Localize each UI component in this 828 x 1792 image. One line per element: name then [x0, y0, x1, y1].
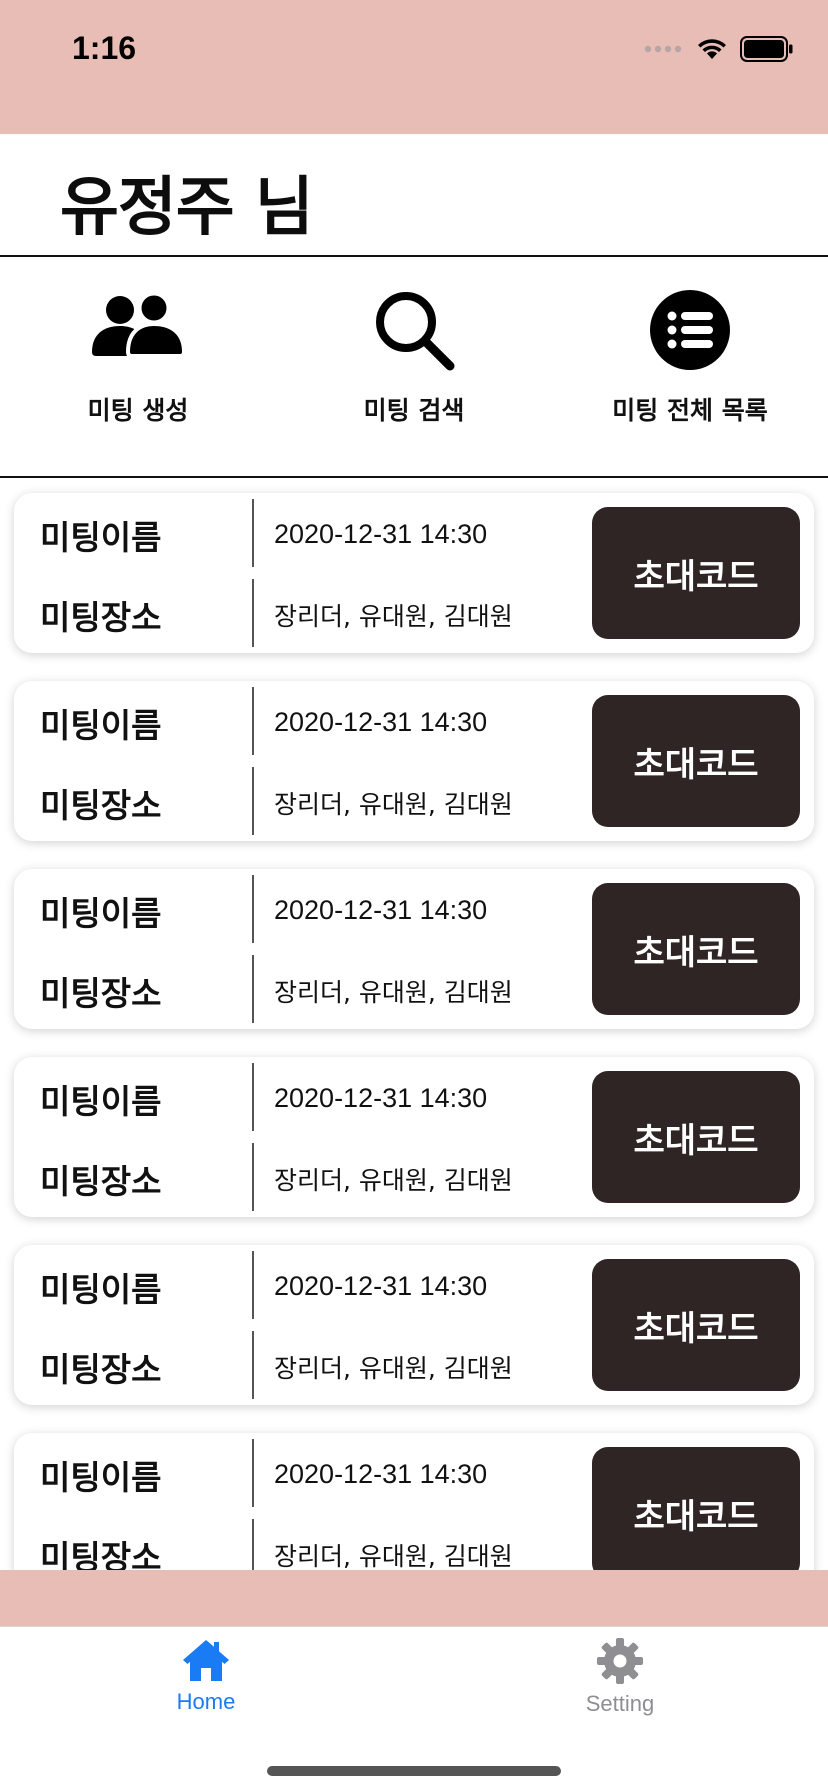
meeting-members: 장리더, 유대원, 김대원 — [274, 602, 513, 631]
divider — [252, 875, 254, 943]
invite-code-button[interactable]: 초대코드 — [592, 507, 800, 639]
tab-home[interactable]: Home — [106, 1637, 306, 1715]
all-meetings-button[interactable]: 미팅 전체 목록 — [552, 257, 828, 476]
create-meeting-button[interactable]: 미팅 생성 — [0, 257, 276, 476]
meeting-name-label: 미팅이름 — [40, 894, 162, 933]
meeting-card[interactable]: 미팅이름 미팅장소 2020-12-31 14:30 장리더, 유대원, 김대원… — [14, 1433, 814, 1570]
divider — [252, 1143, 254, 1211]
create-meeting-label: 미팅 생성 — [87, 396, 189, 425]
list-icon — [650, 290, 730, 370]
meeting-list[interactable]: 미팅이름 미팅장소 2020-12-31 14:30 장리더, 유대원, 김대원… — [0, 480, 828, 1570]
divider — [252, 1331, 254, 1399]
greeting-header: 유정주 님 — [0, 134, 828, 257]
invite-code-button[interactable]: 초대코드 — [592, 883, 800, 1015]
meeting-name-label: 미팅이름 — [40, 1270, 162, 1309]
invite-code-button[interactable]: 초대코드 — [592, 1071, 800, 1203]
status-bar: 1:16 — [0, 0, 828, 134]
meeting-card[interactable]: 미팅이름 미팅장소 2020-12-31 14:30 장리더, 유대원, 김대원… — [14, 1245, 814, 1405]
meeting-place-label: 미팅장소 — [40, 1538, 162, 1570]
tab-home-label: Home — [176, 1689, 236, 1714]
home-indicator — [267, 1766, 561, 1776]
divider — [252, 1251, 254, 1319]
meeting-card[interactable]: 미팅이름 미팅장소 2020-12-31 14:30 장리더, 유대원, 김대원… — [14, 493, 814, 653]
invite-code-button[interactable]: 초대코드 — [592, 1447, 800, 1570]
action-row: 미팅 생성 미팅 검색 미팅 전체 목록 — [0, 257, 828, 478]
divider — [252, 687, 254, 755]
meeting-members: 장리더, 유대원, 김대원 — [274, 1166, 513, 1195]
divider — [252, 579, 254, 647]
meeting-datetime: 2020-12-31 14:30 — [274, 1083, 488, 1113]
meeting-name-label: 미팅이름 — [40, 706, 162, 745]
meeting-members: 장리더, 유대원, 김대원 — [274, 1354, 513, 1383]
tab-setting[interactable]: Setting — [520, 1637, 720, 1717]
meeting-place-label: 미팅장소 — [40, 1162, 162, 1201]
all-meetings-label: 미팅 전체 목록 — [612, 396, 768, 425]
meeting-place-label: 미팅장소 — [40, 786, 162, 825]
divider — [252, 499, 254, 567]
meeting-name-label: 미팅이름 — [40, 518, 162, 557]
gear-icon — [597, 1638, 643, 1684]
meeting-datetime: 2020-12-31 14:30 — [274, 707, 488, 737]
divider — [252, 1519, 254, 1570]
meeting-datetime: 2020-12-31 14:30 — [274, 519, 488, 549]
search-meeting-label: 미팅 검색 — [363, 396, 465, 425]
divider — [252, 955, 254, 1023]
tab-bar: Home Setting — [0, 1626, 828, 1792]
meeting-datetime: 2020-12-31 14:30 — [274, 1459, 488, 1489]
people-icon — [92, 294, 186, 358]
meeting-members: 장리더, 유대원, 김대원 — [274, 1542, 513, 1570]
meeting-card[interactable]: 미팅이름 미팅장소 2020-12-31 14:30 장리더, 유대원, 김대원… — [14, 681, 814, 841]
tab-setting-label: Setting — [585, 1691, 655, 1716]
meeting-card[interactable]: 미팅이름 미팅장소 2020-12-31 14:30 장리더, 유대원, 김대원… — [14, 869, 814, 1029]
meeting-members: 장리더, 유대원, 김대원 — [274, 978, 513, 1007]
status-icons — [644, 34, 794, 64]
bottom-accent-band — [0, 1570, 828, 1626]
status-time: 1:16 — [72, 30, 137, 66]
meeting-datetime: 2020-12-31 14:30 — [274, 1271, 488, 1301]
divider — [252, 1063, 254, 1131]
meeting-datetime: 2020-12-31 14:30 — [274, 895, 488, 925]
meeting-name-label: 미팅이름 — [40, 1458, 162, 1497]
battery-icon — [740, 36, 793, 62]
meeting-place-label: 미팅장소 — [40, 1350, 162, 1389]
page-title: 유정주 님 — [60, 171, 314, 245]
wifi-icon — [698, 39, 726, 59]
divider — [252, 767, 254, 835]
search-meeting-button[interactable]: 미팅 검색 — [276, 257, 552, 476]
meeting-members: 장리더, 유대원, 김대원 — [274, 790, 513, 819]
house-icon — [183, 1640, 229, 1681]
meeting-place-label: 미팅장소 — [40, 598, 162, 637]
meeting-place-label: 미팅장소 — [40, 974, 162, 1013]
cellular-signal-icon — [644, 45, 682, 53]
meeting-card[interactable]: 미팅이름 미팅장소 2020-12-31 14:30 장리더, 유대원, 김대원… — [14, 1057, 814, 1217]
invite-code-button[interactable]: 초대코드 — [592, 695, 800, 827]
invite-code-button[interactable]: 초대코드 — [592, 1259, 800, 1391]
meeting-name-label: 미팅이름 — [40, 1082, 162, 1121]
search-icon — [376, 292, 455, 371]
divider — [252, 1439, 254, 1507]
